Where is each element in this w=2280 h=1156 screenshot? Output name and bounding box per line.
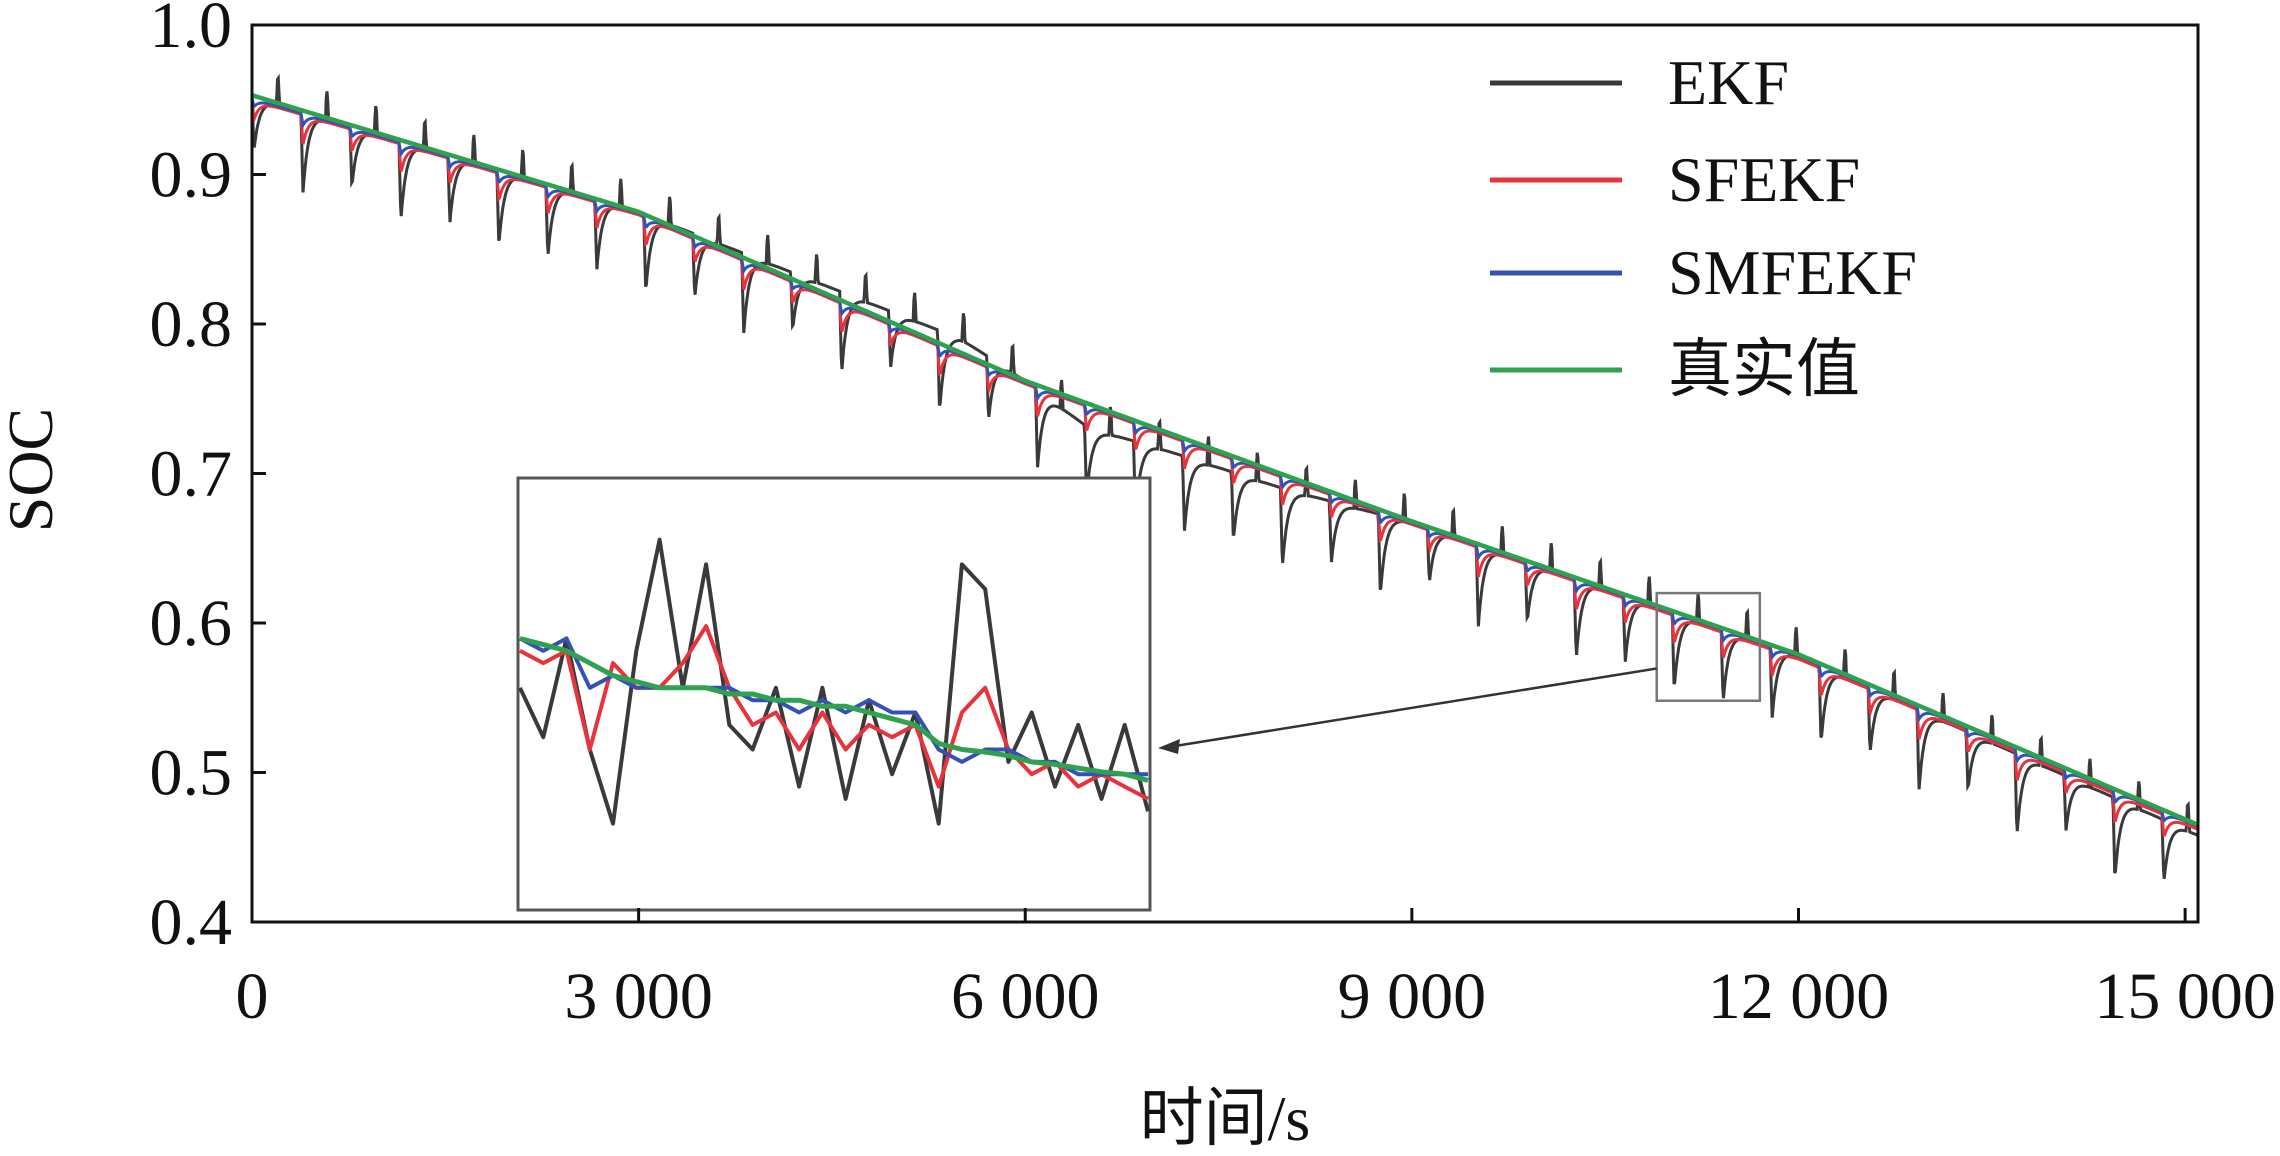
legend-label-smfekf: SMFEKF (1668, 237, 1917, 308)
y-tick-label: 0.9 (150, 139, 233, 212)
series-layer (250, 73, 2199, 879)
tick-layer: 0 3 000 6 000 9 000 12 000 15 000 0.4 0.5 0.6 0.7… (150, 0, 2276, 1033)
y-tick-label: 0.8 (150, 288, 233, 361)
x-tick-label: 9 000 (1338, 960, 1487, 1033)
x-tick-label: 0 (236, 960, 269, 1033)
x-tick-label: 12 000 (1708, 960, 1890, 1033)
x-tick-label: 15 000 (2094, 960, 2276, 1033)
zoom-arrowhead (1158, 739, 1180, 754)
zoom-arrow-line (1171, 667, 1657, 748)
legend: EKF SFEKF SMFEKF 真实值 (1490, 47, 1917, 405)
legend-label-true-value: 真实值 (1668, 334, 1860, 405)
y-tick-label: 0.4 (150, 886, 233, 959)
y-tick-label: 0.6 (150, 587, 233, 660)
inset-frame (516, 476, 1152, 912)
x-axis-title: 时间/s (1140, 1083, 1311, 1154)
inset-line-ekf (518, 537, 1150, 826)
series-line-true-value (251, 93, 2199, 827)
inset-line-sfekf (519, 624, 1149, 801)
y-tick-label: 1.0 (150, 0, 233, 62)
x-tick-label: 3 000 (564, 960, 713, 1033)
legend-label-sfekf: SFEKF (1668, 144, 1860, 215)
y-tick-label: 0.5 (150, 737, 233, 810)
y-axis-title: SOC (0, 408, 66, 533)
zoom-inset (516, 476, 1762, 912)
y-tick-label: 0.7 (150, 438, 233, 511)
zoom-source-box (1655, 591, 1762, 702)
legend-label-ekf: EKF (1668, 47, 1789, 118)
x-tick-label: 6 000 (951, 960, 1100, 1033)
inset-line-true-value (519, 636, 1149, 783)
